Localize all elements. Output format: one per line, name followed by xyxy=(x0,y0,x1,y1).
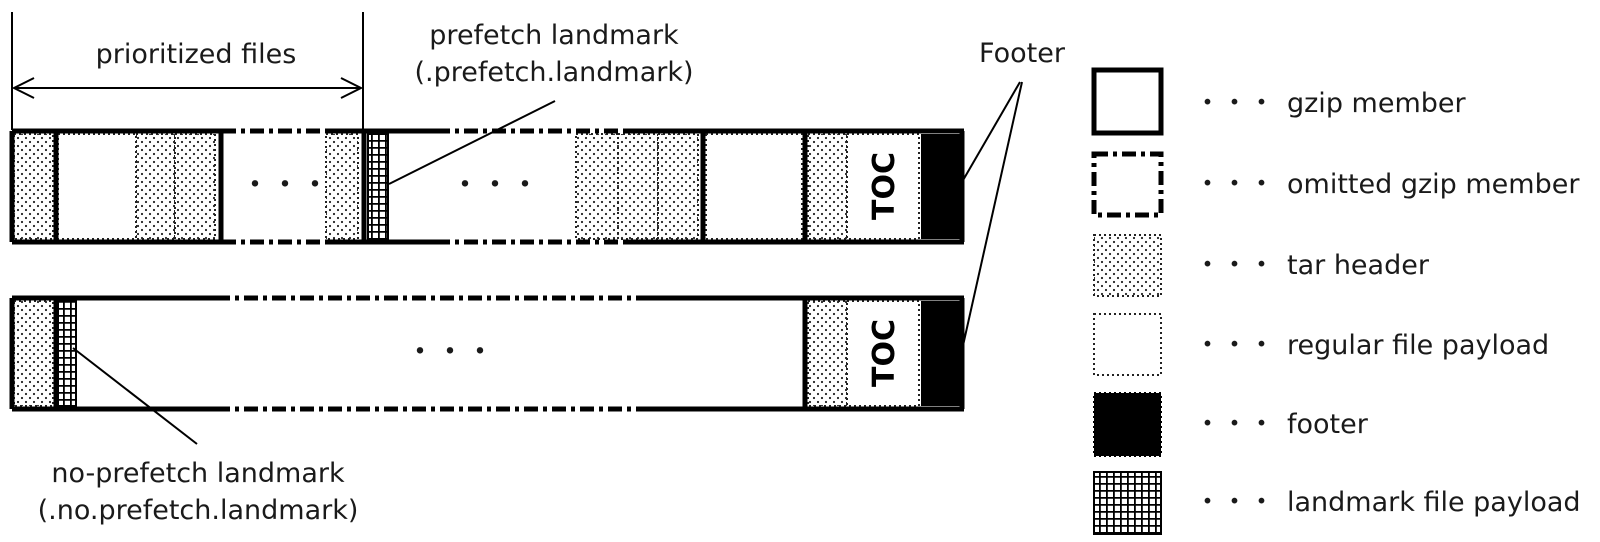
legend-leader: ・・・ xyxy=(1194,409,1275,440)
prefetch-landmark-filename: (.prefetch.landmark) xyxy=(414,57,693,88)
landmark-file-payload-block xyxy=(367,133,389,240)
row-2-layer: ・・・ TOC xyxy=(9,295,965,412)
toc-block xyxy=(846,133,920,240)
legend-swatch-footer xyxy=(1093,392,1162,457)
legend-label-regular-file-payload: regular file payload xyxy=(1287,330,1549,361)
gzip-member-border xyxy=(9,298,59,409)
gzip-member-border xyxy=(12,128,222,245)
tar-header-block xyxy=(807,300,848,407)
footer-leader-2 xyxy=(961,81,1023,351)
regular-file-payload-block xyxy=(705,133,803,240)
tar-header-block xyxy=(135,133,176,240)
legend: ・・・ gzip member ・・・ omitted gzip member … xyxy=(1091,67,1581,535)
tar-header-block xyxy=(657,133,699,240)
gzip-member-border xyxy=(700,131,965,242)
landmark-file-payload-block xyxy=(57,300,77,407)
tar-header-block xyxy=(575,133,619,240)
row-1-ellipsis-1: ・・・ xyxy=(240,168,330,203)
gzip-member-border xyxy=(802,298,965,409)
legend-swatch-regular-file-payload xyxy=(1093,313,1162,376)
toc-block xyxy=(846,300,920,407)
tar-header-block xyxy=(13,133,54,240)
legend-label-tar-header: tar header xyxy=(1287,250,1430,281)
no-prefetch-landmark-filename: (.no.prefetch.landmark) xyxy=(38,495,359,526)
legend-label-landmark-file-payload: landmark file payload xyxy=(1287,487,1581,518)
tar-header-block xyxy=(807,133,848,240)
footer-callout-label: Footer xyxy=(979,38,1066,69)
tar-header-block xyxy=(325,133,359,240)
legend-swatch-gzip-member xyxy=(1091,67,1164,136)
arrow-head-left xyxy=(11,77,35,99)
gzip-member-border xyxy=(9,131,224,242)
legend-leader: ・・・ xyxy=(1194,487,1275,518)
annotations: prioritized files prefetch landmark (.pr… xyxy=(11,12,1066,526)
omitted-gzip-member-border xyxy=(216,295,646,412)
tar-header-block xyxy=(13,300,54,407)
tar-header-block xyxy=(174,133,216,240)
footer-block xyxy=(921,134,961,239)
footer-block xyxy=(921,301,961,406)
toc-label: TOC xyxy=(867,152,902,220)
prefetch-landmark-label: prefetch landmark xyxy=(429,20,679,51)
legend-swatch-omitted-gzip-member xyxy=(1091,151,1164,218)
legend-label-omitted-gzip-member: omitted gzip member xyxy=(1287,169,1580,200)
tar-header-block xyxy=(617,133,659,240)
no-prefetch-landmark-leader xyxy=(72,347,198,445)
regular-file-payload-block xyxy=(57,133,137,240)
legend-leader: ・・・ xyxy=(1194,250,1275,281)
row-1-layer: ・・・ ・・・ TOC xyxy=(9,128,965,245)
gzip-member-border xyxy=(12,295,216,412)
toc-label: TOC xyxy=(867,319,902,387)
legend-leader: ・・・ xyxy=(1194,88,1275,119)
legend-swatch-landmark-file-payload xyxy=(1093,471,1162,535)
legend-leader: ・・・ xyxy=(1194,169,1275,200)
arrow-head-right xyxy=(340,77,364,99)
omitted-gzip-member-border xyxy=(222,128,326,245)
prioritized-files-label: prioritized files xyxy=(96,39,297,70)
gzip-member-border xyxy=(626,128,964,245)
row-2-ellipsis: ・・・ xyxy=(405,335,495,370)
legend-leader: ・・・ xyxy=(1194,330,1275,361)
prefetch-landmark-leader xyxy=(388,100,556,185)
omitted-gzip-member-border xyxy=(436,128,626,245)
legend-label-footer: footer xyxy=(1287,409,1369,440)
gzip-member-border xyxy=(326,128,436,245)
legend-swatch-tar-header xyxy=(1093,234,1162,297)
row-1-ellipsis-2: ・・・ xyxy=(450,168,540,203)
footer-leader-1 xyxy=(961,81,1021,183)
legend-label-gzip-member: gzip member xyxy=(1287,88,1466,119)
no-prefetch-landmark-label: no-prefetch landmark xyxy=(51,458,345,489)
